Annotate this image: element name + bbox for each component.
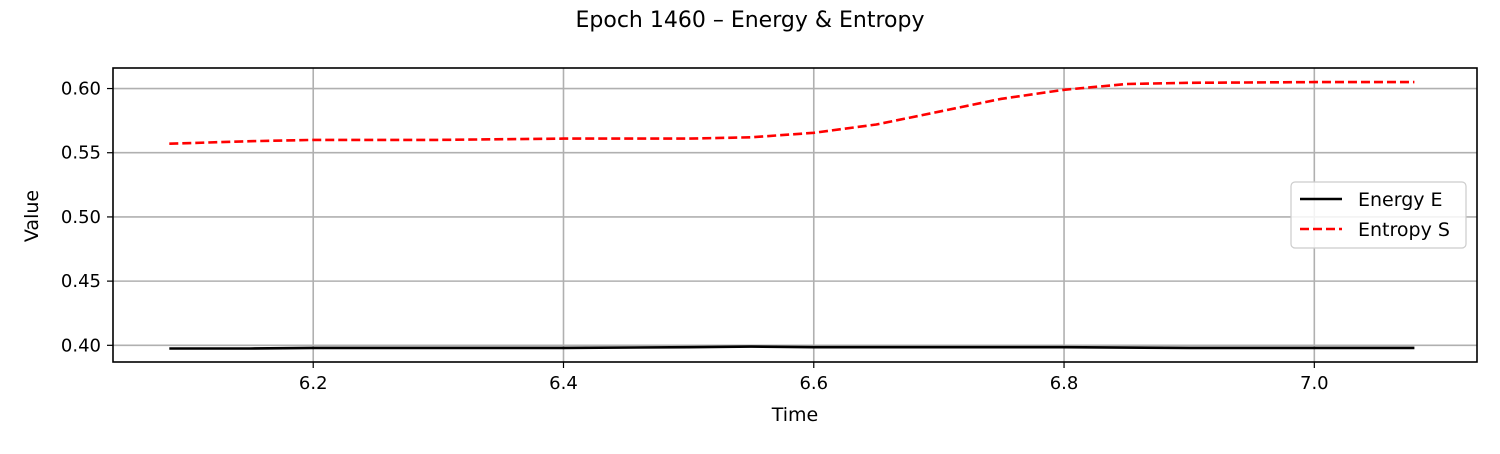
x-tick-label: 6.8 <box>1050 373 1079 394</box>
tick-layer: 6.2 6.4 6.6 6.8 7.0 0.40 0.45 0.50 0.55 0.60 <box>61 79 1329 394</box>
y-tick-label: 0.40 <box>61 335 101 356</box>
y-tick-label: 0.55 <box>61 143 101 164</box>
plot-frame <box>112 67 1478 363</box>
x-tick-label: 6.6 <box>799 373 828 394</box>
legend: Energy E Entropy S <box>1290 181 1467 249</box>
x-axis-label: Time <box>771 404 819 426</box>
x-tick-label: 6.4 <box>549 373 578 394</box>
legend-label-energy: Energy E <box>1358 189 1443 211</box>
x-tick-label: 7.0 <box>1300 373 1329 394</box>
series-layer <box>169 80 1415 350</box>
series-line-entropy-s <box>169 80 1415 145</box>
y-axis-label: Value <box>21 190 43 242</box>
legend-label-entropy: Entropy S <box>1358 219 1450 241</box>
grid-layer <box>113 68 1477 362</box>
x-tick-label: 6.2 <box>299 373 328 394</box>
y-tick-label: 0.50 <box>61 207 101 228</box>
y-tick-label: 0.60 <box>61 79 101 100</box>
series-line-energy-e <box>169 345 1415 350</box>
y-tick-label: 0.45 <box>61 271 101 292</box>
chart-title: Epoch 1460 – Energy & Entropy <box>576 8 925 33</box>
